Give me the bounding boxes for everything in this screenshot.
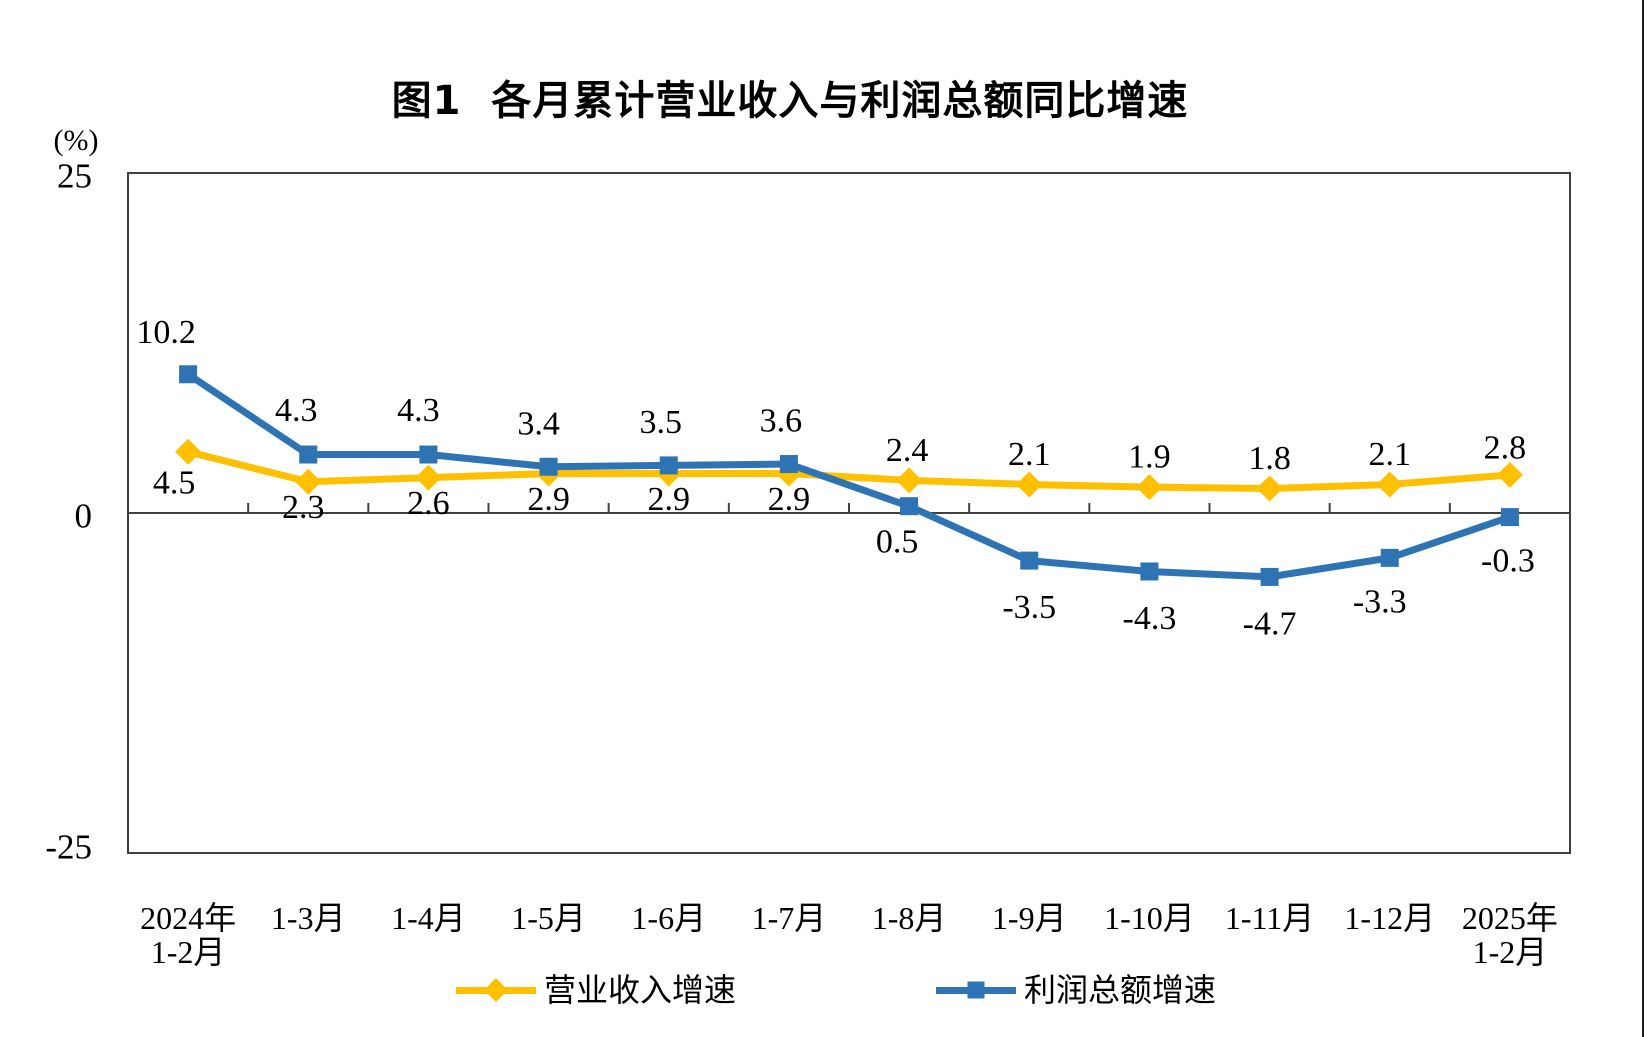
series-1-marker: [539, 457, 558, 476]
x-axis-label: 1-3月: [271, 900, 346, 936]
data-label: 2.1: [1369, 436, 1412, 473]
page-right-border: [1642, 0, 1644, 1037]
series-1-marker: [779, 455, 798, 474]
series-1-marker: [1020, 551, 1039, 570]
x-axis-label: 2024年: [140, 900, 236, 936]
legend-label-profit: 利润总额增速: [1024, 972, 1217, 1008]
series-1-marker: [419, 445, 438, 464]
x-axis-label: 1-10月: [1104, 900, 1195, 936]
series-1-marker: [900, 497, 919, 516]
data-label: 4.3: [275, 392, 318, 429]
x-axis-label: 1-8月: [872, 900, 947, 936]
series-1-line: [186, 371, 1512, 581]
legend-label-revenue: 营业收入增速: [544, 972, 737, 1008]
data-label: -3.3: [1353, 583, 1407, 620]
data-label: 2.1: [1008, 436, 1051, 473]
y-axis-tick-label: 0: [75, 497, 93, 536]
data-label: 3.6: [760, 403, 803, 440]
data-label: 3.5: [640, 404, 683, 441]
series-0-marker: [175, 438, 202, 465]
x-axis-label: 1-11月: [1225, 900, 1314, 936]
series-0-marker: [415, 464, 442, 491]
series-1-marker: [299, 445, 318, 464]
x-axis-label: 2025年: [1462, 900, 1558, 936]
x-axis-label: 1-2月: [151, 934, 226, 970]
data-label: -0.3: [1481, 543, 1535, 580]
legend-square-marker-icon: [967, 981, 985, 999]
x-axis-label: 1-5月: [511, 900, 586, 936]
series-0-marker: [896, 467, 923, 494]
data-label: 4.3: [397, 392, 440, 429]
data-label: 2.3: [282, 489, 325, 526]
series-0-marker: [1496, 461, 1523, 488]
legend-item-profit: 利润总额增速: [936, 970, 1216, 1010]
data-label: 2.9: [648, 481, 691, 518]
data-label: 3.4: [517, 405, 560, 442]
series-1-marker: [1140, 562, 1159, 581]
series-1-marker: [1380, 548, 1399, 567]
series-0-marker: [1016, 471, 1043, 498]
series-0-marker: [1136, 474, 1163, 501]
series-0-line: [187, 448, 1511, 493]
data-label: 4.5: [153, 464, 196, 501]
x-axis-label: 1-6月: [631, 900, 706, 936]
series-0-marker: [1256, 475, 1283, 502]
data-label: -4.3: [1123, 600, 1177, 637]
series-1-marker: [1500, 508, 1519, 527]
x-axis-label: 1-12月: [1344, 900, 1435, 936]
data-label: 2.9: [527, 481, 570, 518]
legend-line-sample: [456, 977, 536, 1003]
series-1-marker: [179, 365, 198, 384]
data-label: 1.9: [1128, 439, 1171, 476]
x-axis-label: 1-7月: [752, 900, 827, 936]
series-1-marker: [1260, 567, 1279, 586]
data-label: -3.5: [1002, 589, 1056, 626]
series-0-marker: [1376, 471, 1403, 498]
y-axis-tick-label: -25: [45, 828, 92, 867]
data-label: 2.9: [768, 481, 811, 518]
data-label: 1.8: [1248, 440, 1291, 477]
data-label: 2.6: [407, 485, 450, 522]
data-label: 2.4: [886, 432, 929, 469]
chart-title: 图1 各月累计营业收入与利润总额同比增速: [391, 78, 1189, 124]
legend-item-revenue: 营业收入增速: [456, 970, 736, 1010]
data-label: 0.5: [876, 524, 919, 561]
data-label: 10.2: [136, 314, 196, 351]
data-label: 2.8: [1484, 429, 1527, 466]
series-1-marker: [659, 456, 678, 475]
x-axis-label: 1-2月: [1473, 934, 1548, 970]
legend-diamond-marker-icon: [483, 977, 509, 1003]
y-axis-unit-label: (%): [53, 124, 99, 157]
series-0-marker: [295, 468, 322, 495]
x-axis-label: 1-4月: [391, 900, 466, 936]
data-label: -4.7: [1243, 605, 1297, 642]
legend-line-sample: [936, 981, 1016, 999]
y-axis-tick-label: 25: [57, 157, 92, 196]
x-axis-label: 1-9月: [992, 900, 1067, 936]
